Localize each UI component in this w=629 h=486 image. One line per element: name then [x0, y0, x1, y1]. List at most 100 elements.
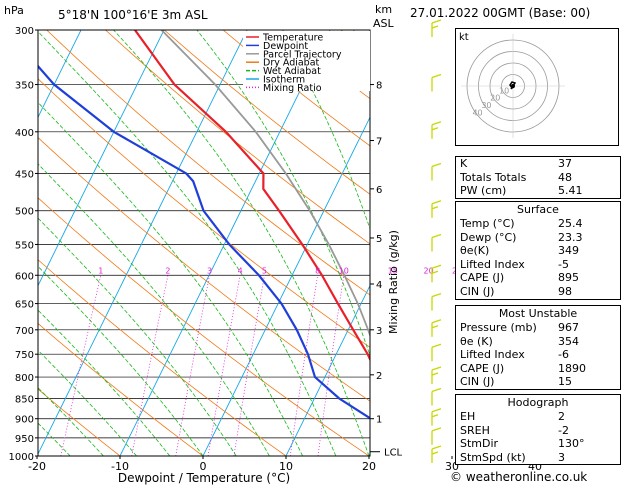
surface-box: Surface Temp (°C) 25.4 Dewp (°C) 23.3 θe(K) 3… [455, 201, 621, 300]
mixing-ratio-label: 20 [423, 266, 433, 275]
wind-barbs [431, 19, 442, 463]
hodograph-ring-label: 40 [472, 108, 482, 117]
table-row: StmSpd (kt) 3 [456, 451, 620, 465]
row-value: 48 [558, 170, 572, 184]
wind-barb [431, 200, 442, 218]
pressure-tick-label: 300 [15, 26, 34, 37]
row-value: 130° [558, 437, 585, 451]
km-label: km [375, 3, 392, 16]
storm-motion-marker [511, 84, 515, 88]
wind-barb [431, 387, 442, 406]
row-label: CAPE (J) [460, 271, 505, 285]
isotherm-line [119, 30, 331, 456]
wind-barb-feather [431, 451, 439, 455]
mixing-ratio-label: 15 [388, 266, 398, 275]
pressure-tick-label: 750 [15, 350, 34, 361]
table-row: SREH -2 [456, 424, 620, 438]
wet-adiabat-line [278, 30, 370, 230]
lcl-label: LCL [384, 448, 403, 459]
mixing-ratio-label: 4 [238, 266, 243, 275]
wet-adiabat-line [38, 309, 171, 456]
wind-barb [431, 319, 442, 337]
wind-barb [431, 162, 442, 181]
x-axis-label: Dewpoint / Temperature (°C) [118, 471, 290, 485]
row-value: 349 [558, 244, 579, 258]
row-value: 15 [558, 375, 572, 389]
temperature-tick-label: -10 [111, 460, 129, 473]
table-row: θe(K) 349 [456, 244, 620, 258]
wind-barb-feather [431, 162, 442, 168]
table-row: Lifted Index -5 [456, 258, 620, 272]
isotherm-line [38, 30, 248, 455]
wet-adiabat-line [38, 422, 71, 456]
indices-box: K 37 Totals Totals 48 PW (cm) 5.41 [455, 156, 621, 199]
wind-barb-feather [431, 127, 439, 131]
pressure-tick-label: 600 [15, 271, 34, 282]
wet-adiabat-line [38, 387, 104, 456]
hodograph-trace [509, 81, 517, 90]
mixing-ratio-line [317, 275, 345, 456]
hodograph-table-box: Hodograph EH 2 SREH -2 StmDir 130° StmSpd (kt)… [455, 394, 621, 466]
km-tick-label: 6 [376, 185, 382, 196]
km-tick-label: 2 [376, 371, 382, 382]
table-row: CIN (J) 15 [456, 375, 620, 389]
wind-barb [431, 233, 442, 252]
row-label: K [460, 157, 468, 170]
wet-adiabat-line [38, 163, 270, 456]
wind-barb [431, 445, 442, 463]
row-value: 23.3 [558, 230, 583, 244]
row-label: SREH [460, 423, 490, 437]
pressure-tick-label: 1000 [9, 452, 34, 463]
wind-barb-feather [431, 270, 439, 274]
row-value: 5.41 [558, 184, 583, 198]
row-label: StmSpd (kt) [460, 450, 526, 464]
pressure-tick-label: 800 [15, 373, 34, 384]
hodograph-ring-label: 20 [490, 94, 500, 103]
row-label: Dewp (°C) [460, 230, 517, 244]
legend-label: Parcel Trajectory [263, 49, 342, 60]
pressure-tick-label: 350 [15, 81, 34, 92]
wet-adiabat-line [353, 30, 370, 74]
pressure-tick-label: 700 [15, 326, 34, 337]
wind-barb-feather [431, 325, 439, 329]
wind-barb-feather [431, 319, 442, 324]
row-value: 37 [558, 157, 572, 170]
pressure-tick-label: 500 [15, 207, 34, 218]
row-value: 1890 [558, 361, 586, 375]
table-row: PW (cm) 5.41 [456, 184, 620, 198]
row-value: 3 [558, 450, 565, 464]
row-value: -2 [558, 423, 569, 437]
hodograph-table-title: Hodograph [507, 396, 569, 409]
row-value: 895 [558, 271, 579, 285]
mixing-ratio-line [289, 275, 319, 456]
wind-barb-feather [431, 206, 439, 210]
hpa-label: hPa [4, 4, 24, 17]
mixing-ratio-line [207, 275, 241, 456]
wind-barb-feather [431, 445, 442, 450]
location-title: 5°18'N 100°16'E 3m ASL [58, 8, 208, 22]
temperature-tick-label: 20 [362, 460, 376, 473]
table-row: CAPE (J) 895 [456, 271, 620, 285]
dry-adiabat-line [38, 78, 370, 348]
isotherm-line [202, 116, 370, 456]
mixing-ratio-line [175, 275, 210, 456]
mixing-ratio-label: 5 [262, 266, 267, 275]
table-row: Pressure (mb) 967 [456, 321, 620, 335]
dry-adiabat-line [38, 259, 287, 456]
wet-adiabat-line [38, 217, 237, 456]
row-value: -5 [558, 257, 569, 271]
pressure-tick-label: 450 [15, 169, 34, 180]
wind-barb-feather [431, 121, 442, 126]
row-label: CAPE (J) [460, 361, 505, 375]
surface-title: Surface [517, 203, 559, 216]
asl-label: ASL [373, 17, 395, 30]
row-value: 25.4 [558, 217, 583, 230]
most-unstable-title: Most Unstable [498, 307, 578, 320]
mixing-ratio-line [131, 275, 169, 456]
hodograph-frame [455, 28, 619, 146]
table-row: Temp (°C) 25.4 [456, 217, 620, 231]
km-tick-label: 5 [376, 234, 382, 245]
